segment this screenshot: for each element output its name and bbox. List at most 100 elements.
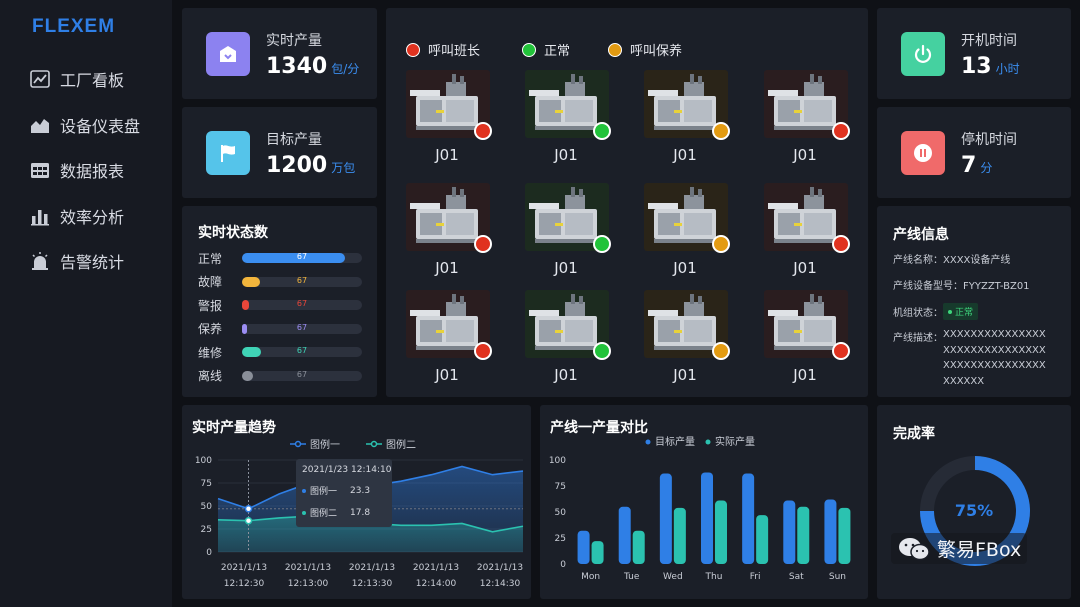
y-tick-label: 0 — [206, 548, 212, 558]
sidebar-item-label: 效率分析 — [60, 208, 125, 227]
flag-icon — [206, 131, 250, 175]
machine-image — [644, 290, 728, 358]
completion-card: 完成率 75% 繁易FBox — [877, 405, 1071, 599]
machine-tile[interactable]: J01 — [760, 290, 850, 390]
line-name-label: 产线名称： — [893, 255, 943, 266]
x-tick-label: 2021/1/13 — [477, 563, 523, 573]
bar — [577, 530, 590, 564]
x-tick-label: 12:13:00 — [288, 579, 329, 589]
y-tick-label: 75 — [201, 479, 212, 489]
flexem-logo[interactable]: FLEXEM — [32, 16, 116, 37]
legend-normal: 正常 — [522, 40, 570, 59]
completion-value: 75% — [954, 501, 994, 520]
machine-tile[interactable]: J01 — [640, 70, 730, 170]
machine-label: J01 — [673, 146, 697, 164]
status-badge-text: 正常 — [955, 308, 974, 318]
legend-marker — [705, 439, 711, 445]
trend-tooltip: 2021/1/23 12:14:10 图例一 23.3 图例二 17.8 — [296, 459, 392, 527]
kpi-value: 1200 — [266, 153, 328, 178]
x-tick-label: 12:12:30 — [224, 579, 265, 589]
legend-label: 正常 — [544, 44, 571, 59]
watermark-text: 繁易FBox — [937, 539, 1022, 561]
status-name: 离线 — [198, 369, 223, 383]
series2-dot-icon — [302, 510, 306, 515]
x-tick-label: Mon — [581, 572, 600, 582]
y-tick-label: 100 — [195, 456, 212, 466]
sidebar-item-efficiency[interactable]: 效率分析 — [30, 203, 124, 229]
machine-label: J01 — [435, 259, 459, 277]
legend-label: 目标产量 — [655, 435, 695, 448]
pause-icon — [901, 131, 945, 175]
sidebar-item-alarm[interactable]: 告警统计 — [30, 248, 124, 274]
machine-tile[interactable]: J01 — [760, 183, 850, 283]
machine-tile[interactable]: J01 — [402, 183, 492, 283]
kpi-label: 停机时间 — [961, 132, 1017, 148]
tooltip-s1-value: 23.3 — [350, 485, 371, 496]
x-tick-label: 12:14:00 — [416, 579, 457, 589]
machine-tile[interactable]: J01 — [760, 70, 850, 170]
machine-tile[interactable]: J01 — [521, 290, 611, 390]
kpi-value: 13 — [961, 54, 992, 79]
bar — [673, 507, 686, 564]
red-dot-icon — [406, 42, 420, 57]
line-desc-row: 产线描述： XXXXXXXXXXXXXXX XXXXXXXXXXXXXXX XX… — [893, 329, 1046, 389]
machine-image — [764, 183, 848, 251]
kpi-label: 实时产量 — [266, 33, 322, 49]
x-tick-label: Sun — [829, 572, 846, 582]
status-bar-fill — [242, 370, 253, 381]
machine-tile[interactable]: J01 — [402, 70, 492, 170]
bar — [783, 500, 796, 564]
line-desc-text: XXXXXXXXXXXXXXX XXXXXXXXXXXXXXX XXXXXXXX… — [943, 327, 1046, 389]
tooltip-s2-name: 图例二 — [310, 509, 338, 519]
sidebar-item-factory-board[interactable]: 工厂看板 — [30, 66, 124, 92]
x-tick-label: Thu — [705, 572, 723, 582]
bar — [632, 530, 645, 564]
legend-label: 图例一 — [310, 438, 340, 451]
status-name: 维修 — [198, 345, 223, 360]
line-name-value: XXXX设备产线 — [943, 255, 1011, 266]
bar — [838, 507, 851, 564]
wechat-icon — [899, 537, 930, 560]
legend-call-maintenance: 呼叫保养 — [608, 40, 682, 59]
trend-title: 实时产量趋势 — [192, 420, 276, 436]
sidebar-item-device-dashboard[interactable]: 设备仪表盘 — [30, 112, 140, 138]
kpi-label: 目标产量 — [266, 132, 322, 148]
machine-label: J01 — [435, 366, 459, 384]
status-value: 67 — [296, 275, 308, 285]
status-dot-icon — [712, 122, 730, 140]
legend-label: 图例二 — [386, 438, 416, 451]
status-name: 保养 — [198, 322, 223, 336]
compare-chart[interactable]: 0 25 50 75 100 Mon Tue Wed Thu Fri Sat Sun 目标产量 实际产量 — [540, 405, 868, 599]
machine-label: J01 — [554, 146, 578, 164]
machine-tile[interactable]: J01 — [640, 290, 730, 390]
x-tick-label: 12:13:30 — [352, 579, 393, 589]
line-model-label: 产线设备型号： — [893, 281, 963, 292]
line-info-title: 产线信息 — [893, 227, 949, 243]
series1-dot-icon — [302, 488, 306, 493]
legend-call-leader: 呼叫班长 — [406, 40, 480, 59]
status-row: 正常 67 — [198, 250, 362, 266]
bar — [797, 506, 810, 564]
kpi-value: 1340 — [266, 54, 328, 79]
sidebar-item-label: 工厂看板 — [60, 71, 125, 90]
kpi-value-row: 1200 万包 — [266, 153, 355, 178]
machine-tile[interactable]: J01 — [521, 183, 611, 283]
status-value: 67 — [296, 369, 308, 379]
line-desc-line: XXXXXXXXXXXXXXX — [943, 344, 1046, 356]
machine-tile[interactable]: J01 — [402, 290, 492, 390]
machine-tile[interactable]: J01 — [521, 70, 611, 170]
hover-point — [244, 516, 253, 525]
machine-tile[interactable]: J01 — [640, 183, 730, 283]
sidebar-item-data-report[interactable]: 数据报表 — [30, 157, 124, 183]
sidebar-item-label: 数据报表 — [60, 162, 125, 181]
status-bar: 67 — [242, 346, 362, 357]
x-tick-label: 2021/1/13 — [349, 563, 395, 573]
power-icon — [901, 32, 945, 76]
line-desc-line: XXXXXXXXXXXXXXX — [943, 360, 1046, 371]
legend-marker — [294, 440, 302, 448]
line-chart-icon — [30, 70, 50, 88]
sidebar: FLEXEM 工厂看板 设备仪表盘 数据报表 效率分析 告警统计 — [0, 0, 172, 607]
machine-image — [406, 183, 490, 251]
status-badge: 正常 — [943, 303, 979, 320]
